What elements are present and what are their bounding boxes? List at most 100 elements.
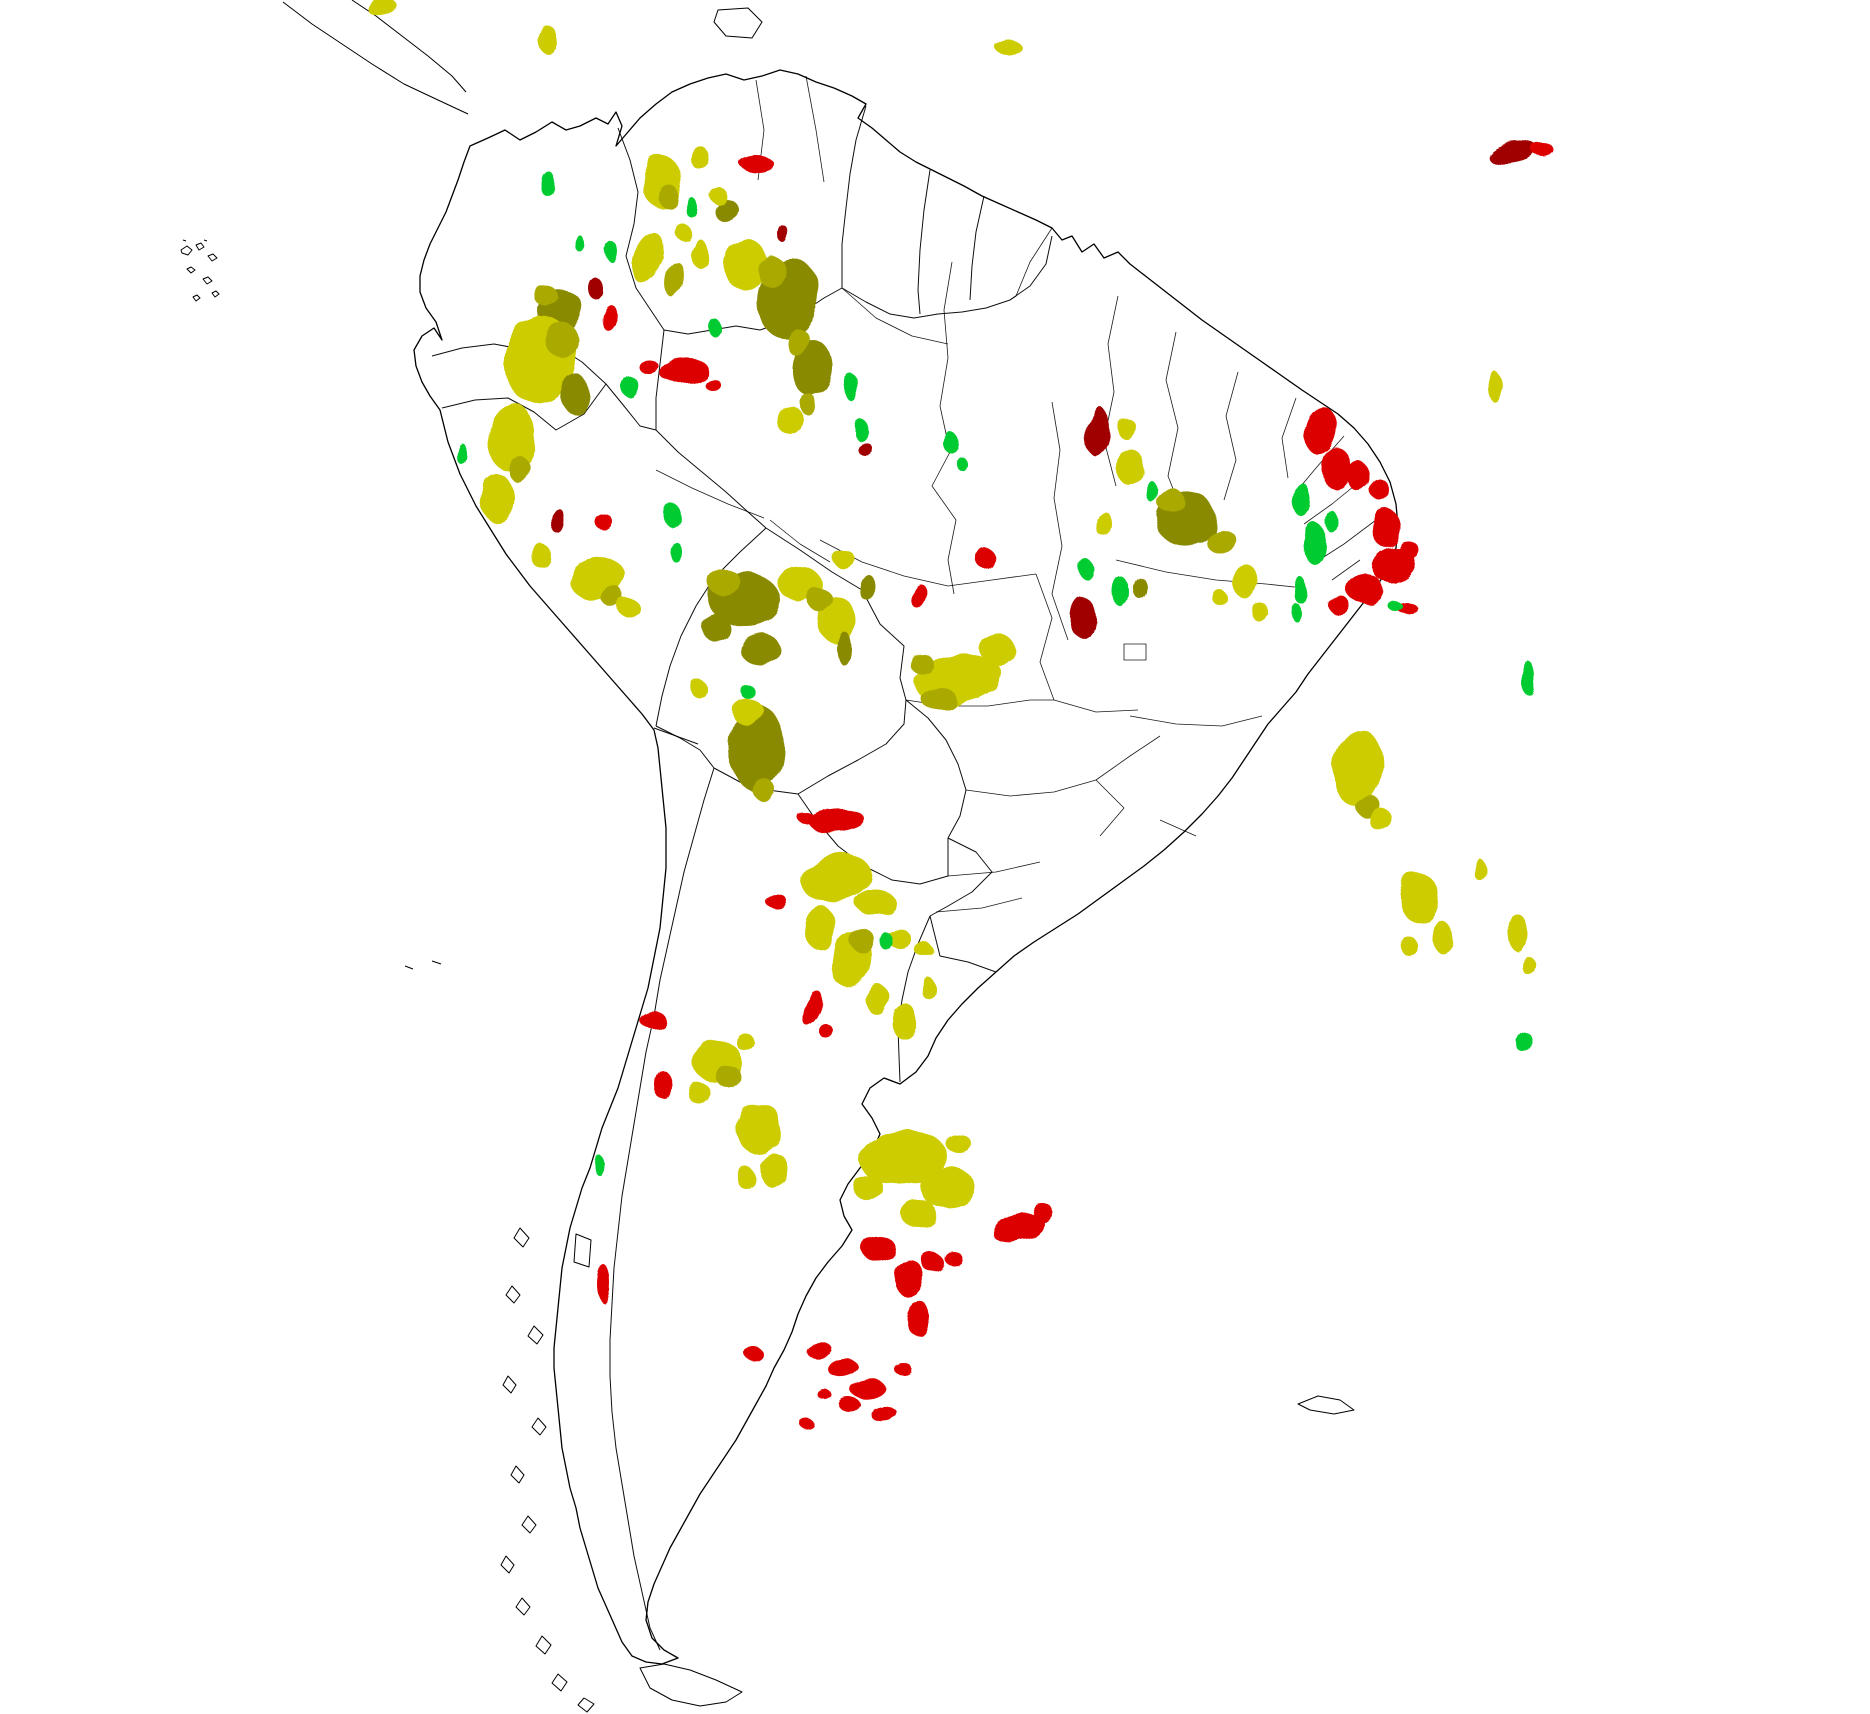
overlay-blob-green-cell [855, 420, 869, 442]
island-outline [1297, 1395, 1355, 1415]
overlay-blob-medium-olive-cell [752, 780, 776, 800]
country-border [797, 699, 907, 795]
overlay-blob-medium-olive-cell [1156, 488, 1184, 512]
overlay-blob-medium-olive-cell [920, 687, 956, 709]
state-border [769, 519, 831, 563]
state-border [1035, 573, 1055, 701]
overlay-blob-medium-olive-cell [533, 285, 557, 305]
overlay-blob-yellow-cell [914, 942, 932, 956]
overlay-blob-green-cell [1292, 482, 1310, 516]
overlay-blob-dark-red-cell [776, 223, 786, 241]
overlay-blob-red-cell [1398, 542, 1420, 560]
overlay-blob-green-cell [670, 542, 682, 562]
state-border [1281, 397, 1297, 479]
state-border [1009, 227, 1053, 301]
state-border [947, 861, 1041, 877]
country-border [841, 105, 867, 288]
overlay-blob-medium-olive-cell [808, 588, 832, 612]
overlay-blob-medium-olive-cell [546, 322, 578, 358]
overlay-blob-green-cell [1389, 602, 1403, 612]
state-border [1331, 559, 1361, 581]
overlay-blob-red-cell [910, 583, 928, 609]
overlay-blob-yellow-cell [1232, 564, 1258, 598]
overlay-blob-red-cell [1532, 143, 1554, 157]
overlay-blob-yellow-cell [920, 1168, 976, 1208]
overlay-blob-red-cell [638, 359, 658, 373]
islands [180, 0, 1355, 1713]
overlay-blob-yellow-cell [922, 978, 936, 1000]
overlay-blob-yellow-cell [690, 147, 710, 169]
state-border [1159, 819, 1197, 837]
state-border [805, 75, 825, 183]
overlay-blob-red-cell [1348, 462, 1370, 492]
island-outline [195, 242, 205, 251]
state-border [1095, 735, 1161, 781]
island-outline [577, 1697, 595, 1713]
overlay-blob-yellow-cell [1369, 809, 1393, 831]
state-border [1129, 715, 1263, 727]
island-outline [282, 1, 469, 115]
overlay-blob-red-cell [992, 1212, 1044, 1244]
overlay-blob-yellow-cell [367, 0, 399, 17]
overlay-blob-yellow-cell [1118, 449, 1144, 487]
overlay-blob-yellow-cell [834, 551, 856, 569]
overlay-blob-yellow-cell [980, 635, 1016, 665]
overlay-blob-red-cell [817, 1389, 831, 1399]
overlay-blob-yellow-cell [736, 1102, 782, 1154]
island-outline [573, 1233, 592, 1268]
overlay-blob-yellow-cell [617, 598, 639, 616]
state-border [1103, 295, 1119, 487]
country-border [553, 343, 657, 431]
country-border [441, 383, 607, 431]
overlay-blob-green-cell [710, 320, 722, 338]
overlay-blob-red-cell [1322, 448, 1352, 490]
state-border [1053, 699, 1139, 713]
overlay-blob-dark-red-cell [589, 278, 603, 300]
overlay-blob-red-cell [800, 1419, 814, 1429]
overlay-blob-medium-olive-cell [658, 184, 678, 208]
overlay-blob-green-cell [1304, 523, 1326, 565]
overlay-blob-red-cell [1372, 510, 1402, 548]
state-border [965, 779, 1097, 797]
overlay-blob-green-cell [1146, 480, 1156, 502]
overlay-blob-green-cell [957, 457, 967, 471]
state-border [1115, 559, 1305, 589]
overlay-blob-medium-olive-cell [665, 262, 685, 298]
overlay-blob-yellow-cell [1250, 602, 1268, 620]
overlay-blob-dark-olive-cell [730, 704, 784, 792]
overlay-blob-medium-olive-cell [716, 1064, 740, 1088]
overlay-blob-yellow-cell [866, 983, 888, 1015]
state-border [935, 897, 1023, 913]
island-outline [207, 253, 218, 262]
overlay-blob-yellow-cell [689, 1083, 711, 1105]
overlay-blob-red-cell [905, 1301, 931, 1335]
island-outline [535, 1635, 552, 1655]
country-border [609, 767, 715, 1651]
overlay-blob-dark-olive-cell [714, 200, 740, 222]
state-border [1095, 779, 1125, 837]
overlay-blob-red-cell [799, 813, 815, 825]
overlay-blob-yellow-cell [859, 1129, 947, 1187]
overlay-blob-green-cell [1112, 576, 1128, 606]
overlay-blob-red-cell [944, 1251, 962, 1265]
overlay-blob-green-cell [1292, 576, 1306, 602]
overlay-blob-red-cell [809, 809, 865, 833]
overlay-blob-yellow-cell [732, 699, 764, 725]
overlay-blob-green-cell [622, 376, 638, 398]
overlay-blob-yellow-cell [945, 1134, 971, 1152]
overlay-blob-red-cell [1328, 596, 1350, 614]
overlay-blob-green-cell [1079, 559, 1093, 579]
overlay-blob-red-cell [894, 1259, 924, 1297]
overlay-blob-green-cell [606, 242, 618, 262]
overlay-blob-medium-olive-cell [510, 456, 530, 484]
island-outline [521, 1515, 537, 1534]
overlay-blob-green-cell [942, 432, 958, 452]
country-border [655, 329, 665, 430]
overlay-blob-yellow-cell [1432, 923, 1454, 953]
state-border [1315, 519, 1377, 563]
island-outline [513, 1227, 530, 1248]
overlay-blob-red-cell [894, 1363, 912, 1375]
country-border [929, 915, 997, 973]
